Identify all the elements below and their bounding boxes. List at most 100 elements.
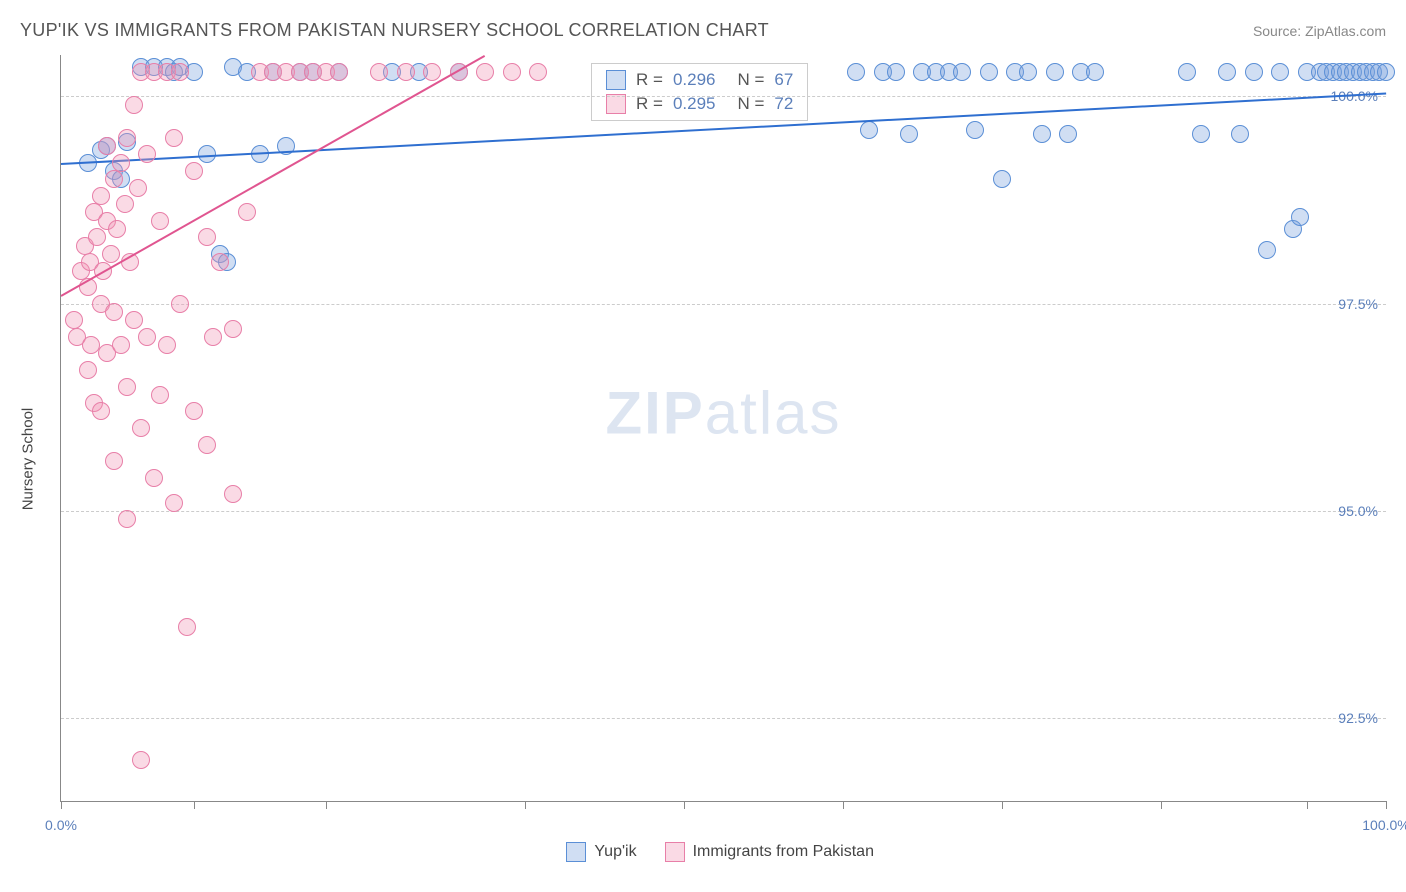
- data-point: [1258, 241, 1276, 259]
- legend-label-series1: Yup'ik: [594, 843, 636, 861]
- xtick-label: 0.0%: [45, 817, 77, 833]
- gridline: [61, 96, 1386, 97]
- data-point: [112, 336, 130, 354]
- data-point: [158, 336, 176, 354]
- gridline: [61, 718, 1386, 719]
- data-point: [887, 63, 905, 81]
- y-axis-label: Nursery School: [20, 407, 37, 510]
- watermark-light: atlas: [705, 380, 842, 447]
- ytick-label: 92.5%: [1338, 710, 1378, 726]
- data-point: [1178, 63, 1196, 81]
- data-point: [65, 311, 83, 329]
- data-point: [118, 510, 136, 528]
- data-point: [125, 311, 143, 329]
- data-point: [198, 436, 216, 454]
- data-point: [171, 63, 189, 81]
- data-point: [185, 162, 203, 180]
- data-point: [151, 386, 169, 404]
- n-label: N =: [737, 70, 764, 90]
- data-point: [129, 179, 147, 197]
- gridline: [61, 304, 1386, 305]
- data-point: [108, 220, 126, 238]
- data-point: [1046, 63, 1064, 81]
- data-point: [198, 228, 216, 246]
- data-point: [1271, 63, 1289, 81]
- data-point: [92, 402, 110, 420]
- data-point: [993, 170, 1011, 188]
- data-point: [1019, 63, 1037, 81]
- data-point: [112, 154, 130, 172]
- data-point: [1059, 125, 1077, 143]
- data-point: [118, 378, 136, 396]
- gridline: [61, 511, 1386, 512]
- xtick: [843, 801, 844, 809]
- data-point: [165, 129, 183, 147]
- data-point: [900, 125, 918, 143]
- xtick: [1307, 801, 1308, 809]
- xtick: [525, 801, 526, 809]
- data-point: [118, 129, 136, 147]
- data-point: [503, 63, 521, 81]
- data-point: [102, 245, 120, 263]
- data-point: [79, 361, 97, 379]
- data-point: [105, 452, 123, 470]
- r-label: R =: [636, 70, 663, 90]
- data-point: [397, 63, 415, 81]
- data-point: [1245, 63, 1263, 81]
- data-point: [476, 63, 494, 81]
- data-point: [953, 63, 971, 81]
- xtick: [326, 801, 327, 809]
- data-point: [98, 137, 116, 155]
- data-point: [204, 328, 222, 346]
- ytick-label: 97.5%: [1338, 296, 1378, 312]
- data-point: [1086, 63, 1104, 81]
- source-attribution: Source: ZipAtlas.com: [1253, 23, 1386, 39]
- stats-legend-box: R = 0.296 N = 67 R = 0.295 N = 72: [591, 63, 808, 121]
- data-point: [1192, 125, 1210, 143]
- xtick: [194, 801, 195, 809]
- data-point: [423, 63, 441, 81]
- data-point: [860, 121, 878, 139]
- legend-swatch-series1: [566, 842, 586, 862]
- data-point: [145, 469, 163, 487]
- data-point: [330, 63, 348, 81]
- data-point: [151, 212, 169, 230]
- data-point: [105, 170, 123, 188]
- chart-title: YUP'IK VS IMMIGRANTS FROM PAKISTAN NURSE…: [20, 20, 769, 41]
- legend-label-series2: Immigrants from Pakistan: [693, 843, 874, 861]
- ytick-label: 95.0%: [1338, 503, 1378, 519]
- data-point: [211, 253, 229, 271]
- data-point: [1218, 63, 1236, 81]
- xtick: [1002, 801, 1003, 809]
- r-value-series1: 0.296: [673, 70, 716, 90]
- data-point: [238, 203, 256, 221]
- data-point: [1291, 208, 1309, 226]
- data-point: [1231, 125, 1249, 143]
- data-point: [171, 295, 189, 313]
- source-label: Source:: [1253, 23, 1301, 39]
- data-point: [847, 63, 865, 81]
- plot-area: ZIPatlas R = 0.296 N = 67 R = 0.295 N = …: [60, 55, 1386, 802]
- data-point: [980, 63, 998, 81]
- data-point: [125, 96, 143, 114]
- legend-item-series1: Yup'ik: [566, 842, 636, 862]
- data-point: [370, 63, 388, 81]
- legend-item-series2: Immigrants from Pakistan: [665, 842, 874, 862]
- legend-swatch-series2: [665, 842, 685, 862]
- source-link[interactable]: ZipAtlas.com: [1305, 23, 1386, 39]
- data-point: [529, 63, 547, 81]
- swatch-series1: [606, 70, 626, 90]
- xtick: [61, 801, 62, 809]
- data-point: [138, 145, 156, 163]
- data-point: [165, 494, 183, 512]
- data-point: [185, 402, 203, 420]
- xtick: [684, 801, 685, 809]
- watermark-bold: ZIP: [605, 380, 704, 447]
- data-point: [224, 320, 242, 338]
- chart-container: Nursery School ZIPatlas R = 0.296 N = 67…: [20, 55, 1386, 862]
- data-point: [224, 485, 242, 503]
- stats-row-series1: R = 0.296 N = 67: [606, 70, 793, 90]
- xtick: [1161, 801, 1162, 809]
- data-point: [1377, 63, 1395, 81]
- data-point: [88, 228, 106, 246]
